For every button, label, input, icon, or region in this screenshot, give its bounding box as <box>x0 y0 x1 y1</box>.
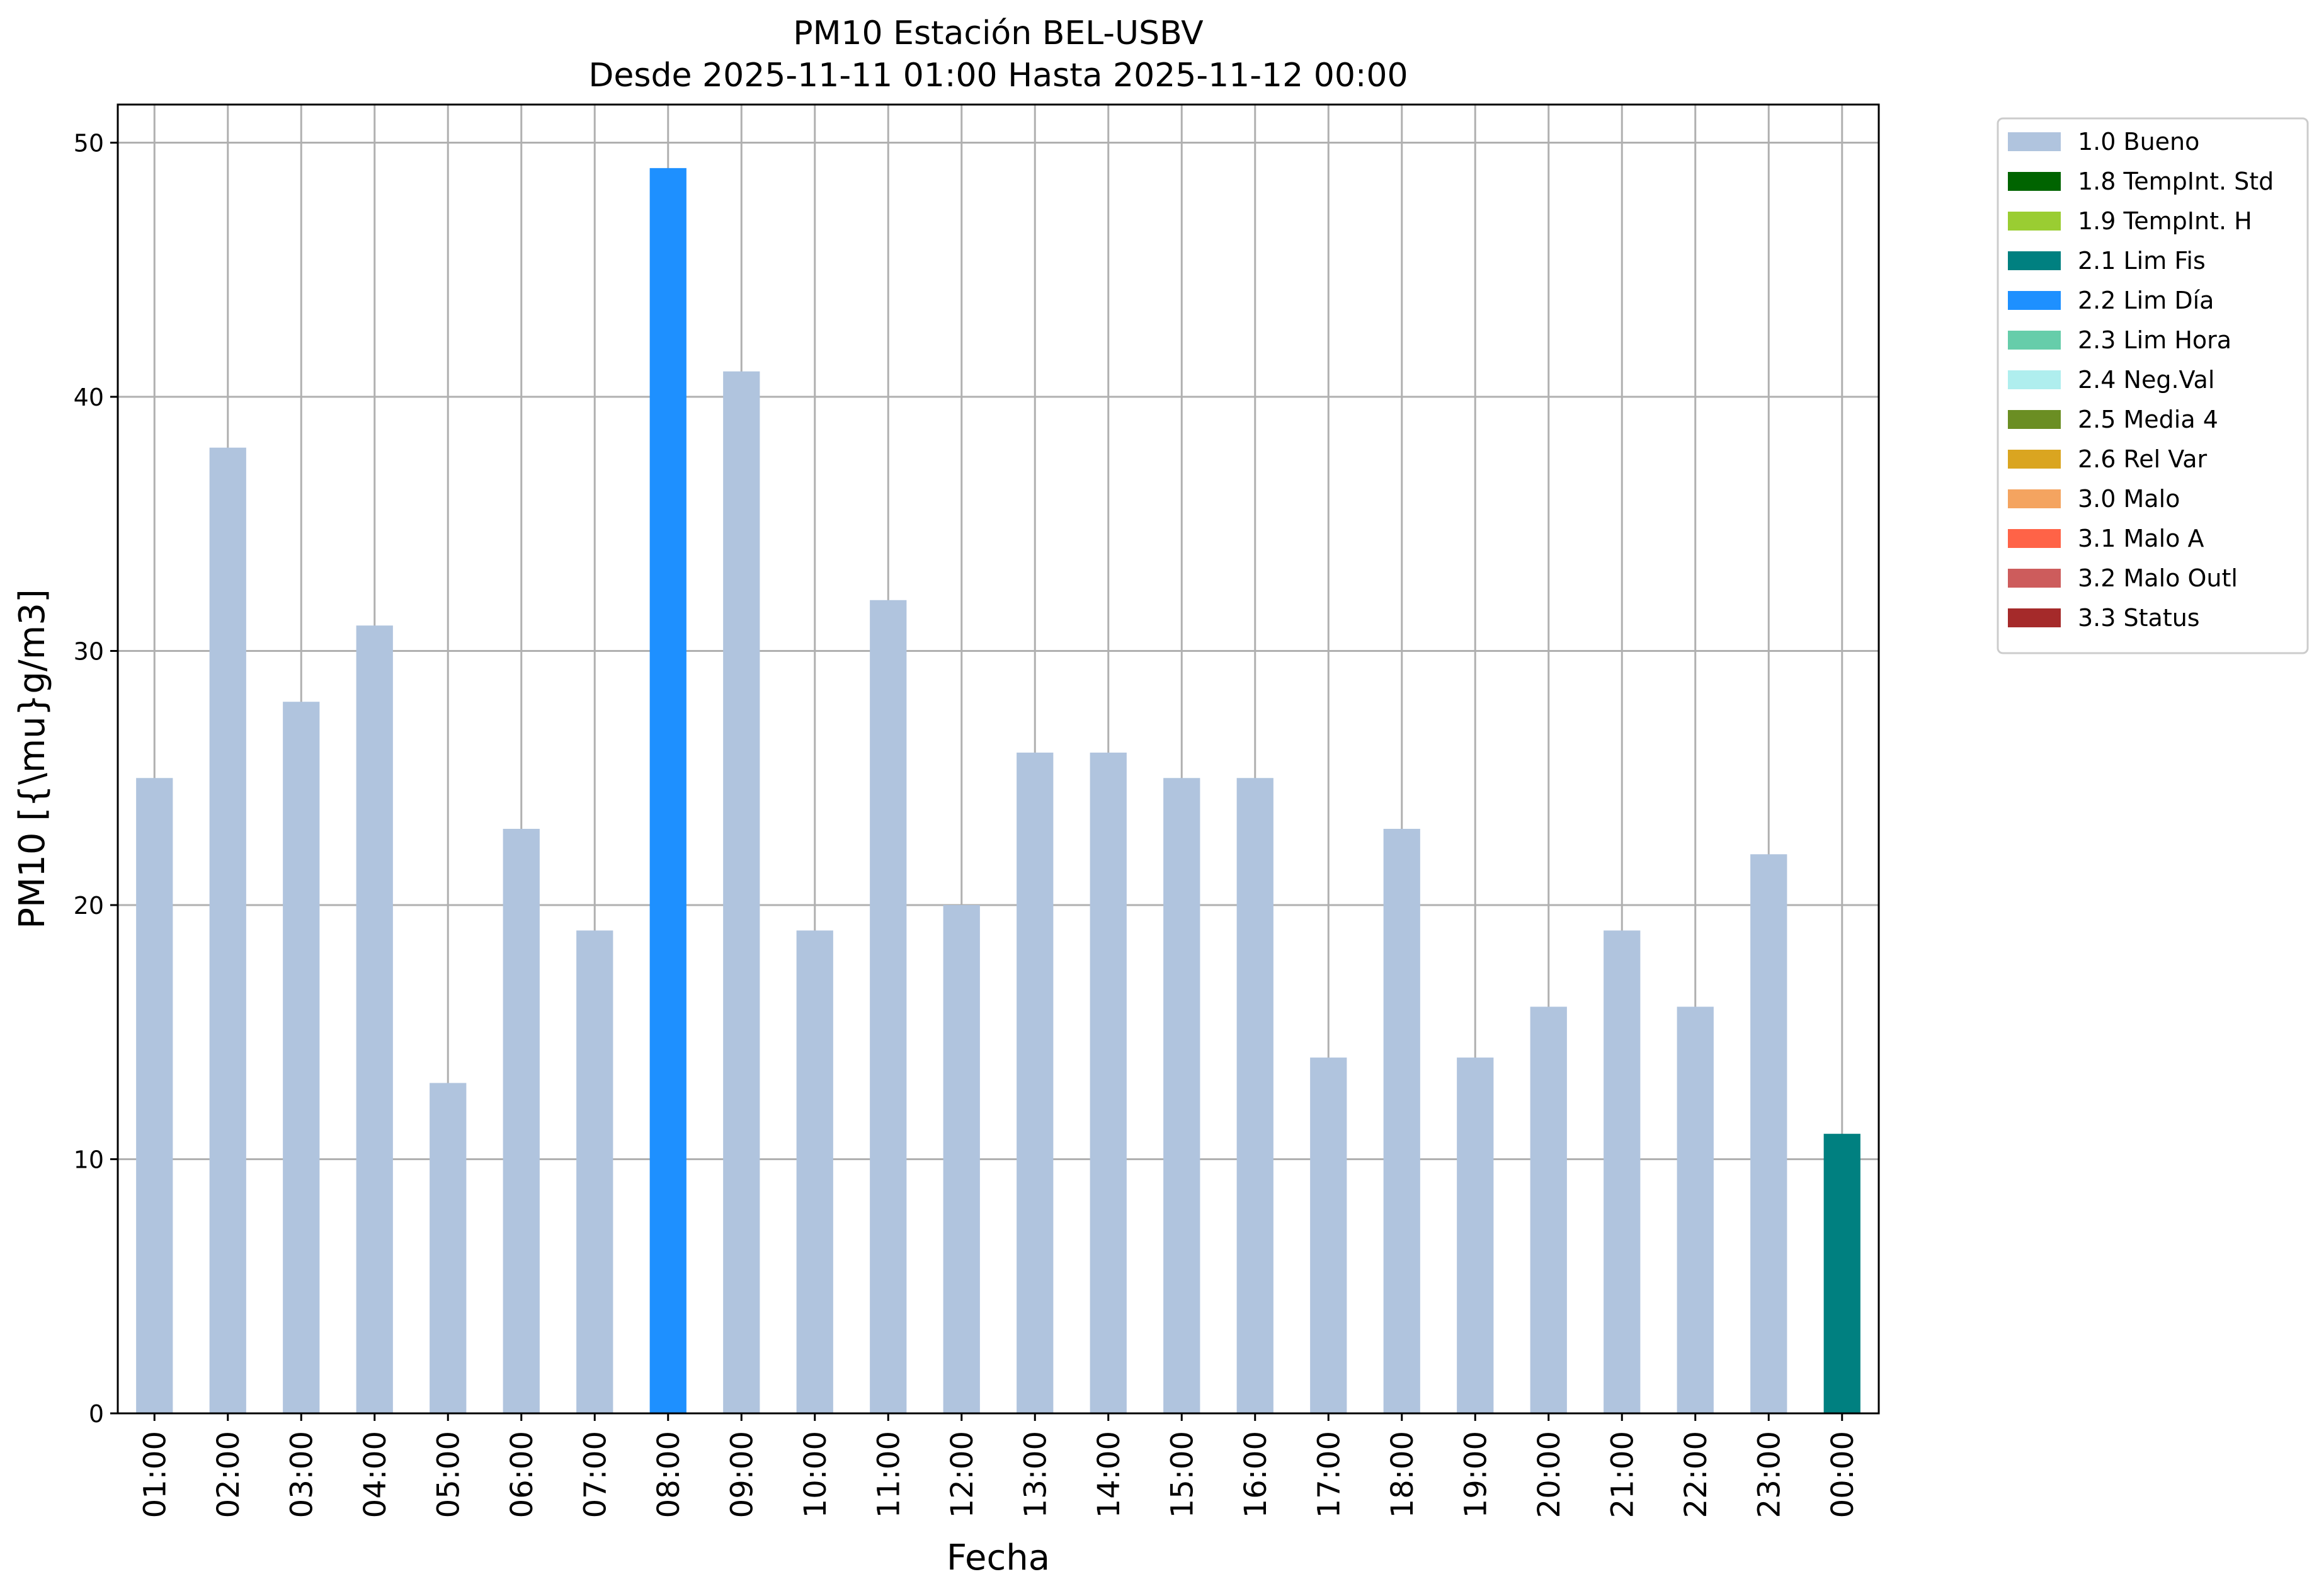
x-tick-label: 10:00 <box>798 1431 833 1518</box>
legend-swatch <box>2008 489 2061 508</box>
x-tick-label: 05:00 <box>431 1431 466 1518</box>
x-tick-label: 04:00 <box>358 1431 393 1518</box>
x-tick-label: 23:00 <box>1752 1431 1787 1518</box>
y-axis: 0 10 20 30 40 50 <box>74 130 118 1428</box>
bar-21:00 <box>1604 930 1641 1413</box>
legend-swatch <box>2008 450 2061 469</box>
x-tick-label: 15:00 <box>1165 1431 1200 1518</box>
legend-swatch <box>2008 370 2061 389</box>
x-tick-label: 19:00 <box>1458 1431 1493 1518</box>
x-tick-label: 00:00 <box>1825 1431 1860 1518</box>
y-tick-label: 10 <box>74 1146 104 1174</box>
y-axis-label: PM10 [{\mu}g/m3] <box>12 589 53 929</box>
bar-01:00 <box>136 778 173 1413</box>
bar-00:00 <box>1823 1134 1860 1413</box>
y-tick-label: 20 <box>74 892 104 920</box>
bar-18:00 <box>1383 828 1420 1413</box>
legend: 1.0 Bueno 1.8 TempInt. Std 1.9 TempInt. H 2… <box>1997 117 2309 654</box>
x-tick-label: 21:00 <box>1605 1431 1640 1518</box>
bar-12:00 <box>943 905 980 1413</box>
x-tick-label: 03:00 <box>284 1431 319 1518</box>
legend-label: 2.4 Neg.Val <box>2078 366 2214 394</box>
x-tick-label: 06:00 <box>504 1431 540 1518</box>
legend-label: 2.3 Lim Hora <box>2078 326 2231 354</box>
x-tick-label: 01:00 <box>137 1431 173 1518</box>
x-tick-label: 09:00 <box>724 1431 760 1518</box>
legend-label: 1.9 TempInt. H <box>2078 207 2252 235</box>
legend-swatch <box>2008 529 2061 548</box>
legend-swatch <box>2008 132 2061 151</box>
x-tick-label: 18:00 <box>1385 1431 1420 1518</box>
legend-label: 3.2 Malo Outl <box>2078 564 2238 592</box>
y-tick-label: 40 <box>74 384 104 411</box>
bar-22:00 <box>1677 1006 1714 1413</box>
legend-swatch <box>2008 291 2061 310</box>
x-tick-label: 12:00 <box>945 1431 980 1518</box>
x-tick-label: 22:00 <box>1678 1431 1714 1518</box>
legend-label: 2.5 Media 4 <box>2078 406 2218 433</box>
bar-15:00 <box>1163 778 1200 1413</box>
legend-box <box>1997 117 2309 654</box>
legend-swatch <box>2008 569 2061 588</box>
bar-11:00 <box>870 600 907 1413</box>
y-tick-label: 50 <box>74 130 104 157</box>
bar-10:00 <box>796 930 833 1413</box>
legend-label: 2.2 Lim Día <box>2078 287 2214 314</box>
bar-14:00 <box>1090 752 1127 1413</box>
y-tick-label: 0 <box>89 1400 104 1428</box>
chart-subtitle: Desde 2025-11-11 01:00 Hasta 2025-11-12 … <box>588 57 1408 94</box>
x-axis-label: Fecha <box>947 1537 1050 1578</box>
bar-19:00 <box>1457 1057 1494 1413</box>
x-tick-label: 20:00 <box>1532 1431 1567 1518</box>
bar-04:00 <box>356 625 393 1413</box>
legend-swatch <box>2008 410 2061 429</box>
legend-swatch <box>2008 608 2061 627</box>
bar-07:00 <box>576 930 613 1413</box>
legend-label: 2.6 Rel Var <box>2078 445 2208 473</box>
x-tick-label: 14:00 <box>1091 1431 1127 1518</box>
x-tick-label: 02:00 <box>211 1431 246 1518</box>
chart-title: PM10 Estación BEL-USBV <box>793 14 1204 52</box>
bar-17:00 <box>1310 1057 1347 1413</box>
legend-label: 3.0 Malo <box>2078 485 2180 513</box>
x-axis: 01:00 02:00 03:00 04:00 05:00 06:00 07:00 08:00… <box>137 1413 1860 1518</box>
legend-label: 3.3 Status <box>2078 604 2200 632</box>
plot-frame <box>117 103 1880 1415</box>
bar-08:00 <box>649 168 687 1413</box>
legend-label: 3.1 Malo A <box>2078 525 2204 552</box>
legend-swatch <box>2008 331 2061 350</box>
legend-swatch <box>2008 251 2061 270</box>
bar-20:00 <box>1530 1006 1567 1413</box>
x-tick-label: 17:00 <box>1311 1431 1347 1518</box>
bar-06:00 <box>503 828 540 1413</box>
legend-label: 1.0 Bueno <box>2078 128 2199 156</box>
legend-label: 1.8 TempInt. Std <box>2078 168 2274 195</box>
bar-09:00 <box>723 371 760 1413</box>
bar-02:00 <box>209 447 246 1413</box>
x-tick-label: 13:00 <box>1018 1431 1053 1518</box>
bar-13:00 <box>1017 752 1054 1413</box>
x-tick-label: 07:00 <box>578 1431 613 1518</box>
x-tick-label: 16:00 <box>1238 1431 1273 1518</box>
legend-label: 2.1 Lim Fis <box>2078 247 2206 275</box>
bar-16:00 <box>1236 778 1273 1413</box>
bar-05:00 <box>430 1083 467 1413</box>
x-tick-label: 11:00 <box>871 1431 906 1518</box>
y-tick-label: 30 <box>74 638 104 666</box>
bar-23:00 <box>1750 854 1787 1413</box>
bars <box>136 168 1860 1413</box>
legend-swatch <box>2008 172 2061 191</box>
x-tick-label: 08:00 <box>651 1431 687 1518</box>
legend-swatch <box>2008 212 2061 231</box>
bar-03:00 <box>283 702 320 1413</box>
